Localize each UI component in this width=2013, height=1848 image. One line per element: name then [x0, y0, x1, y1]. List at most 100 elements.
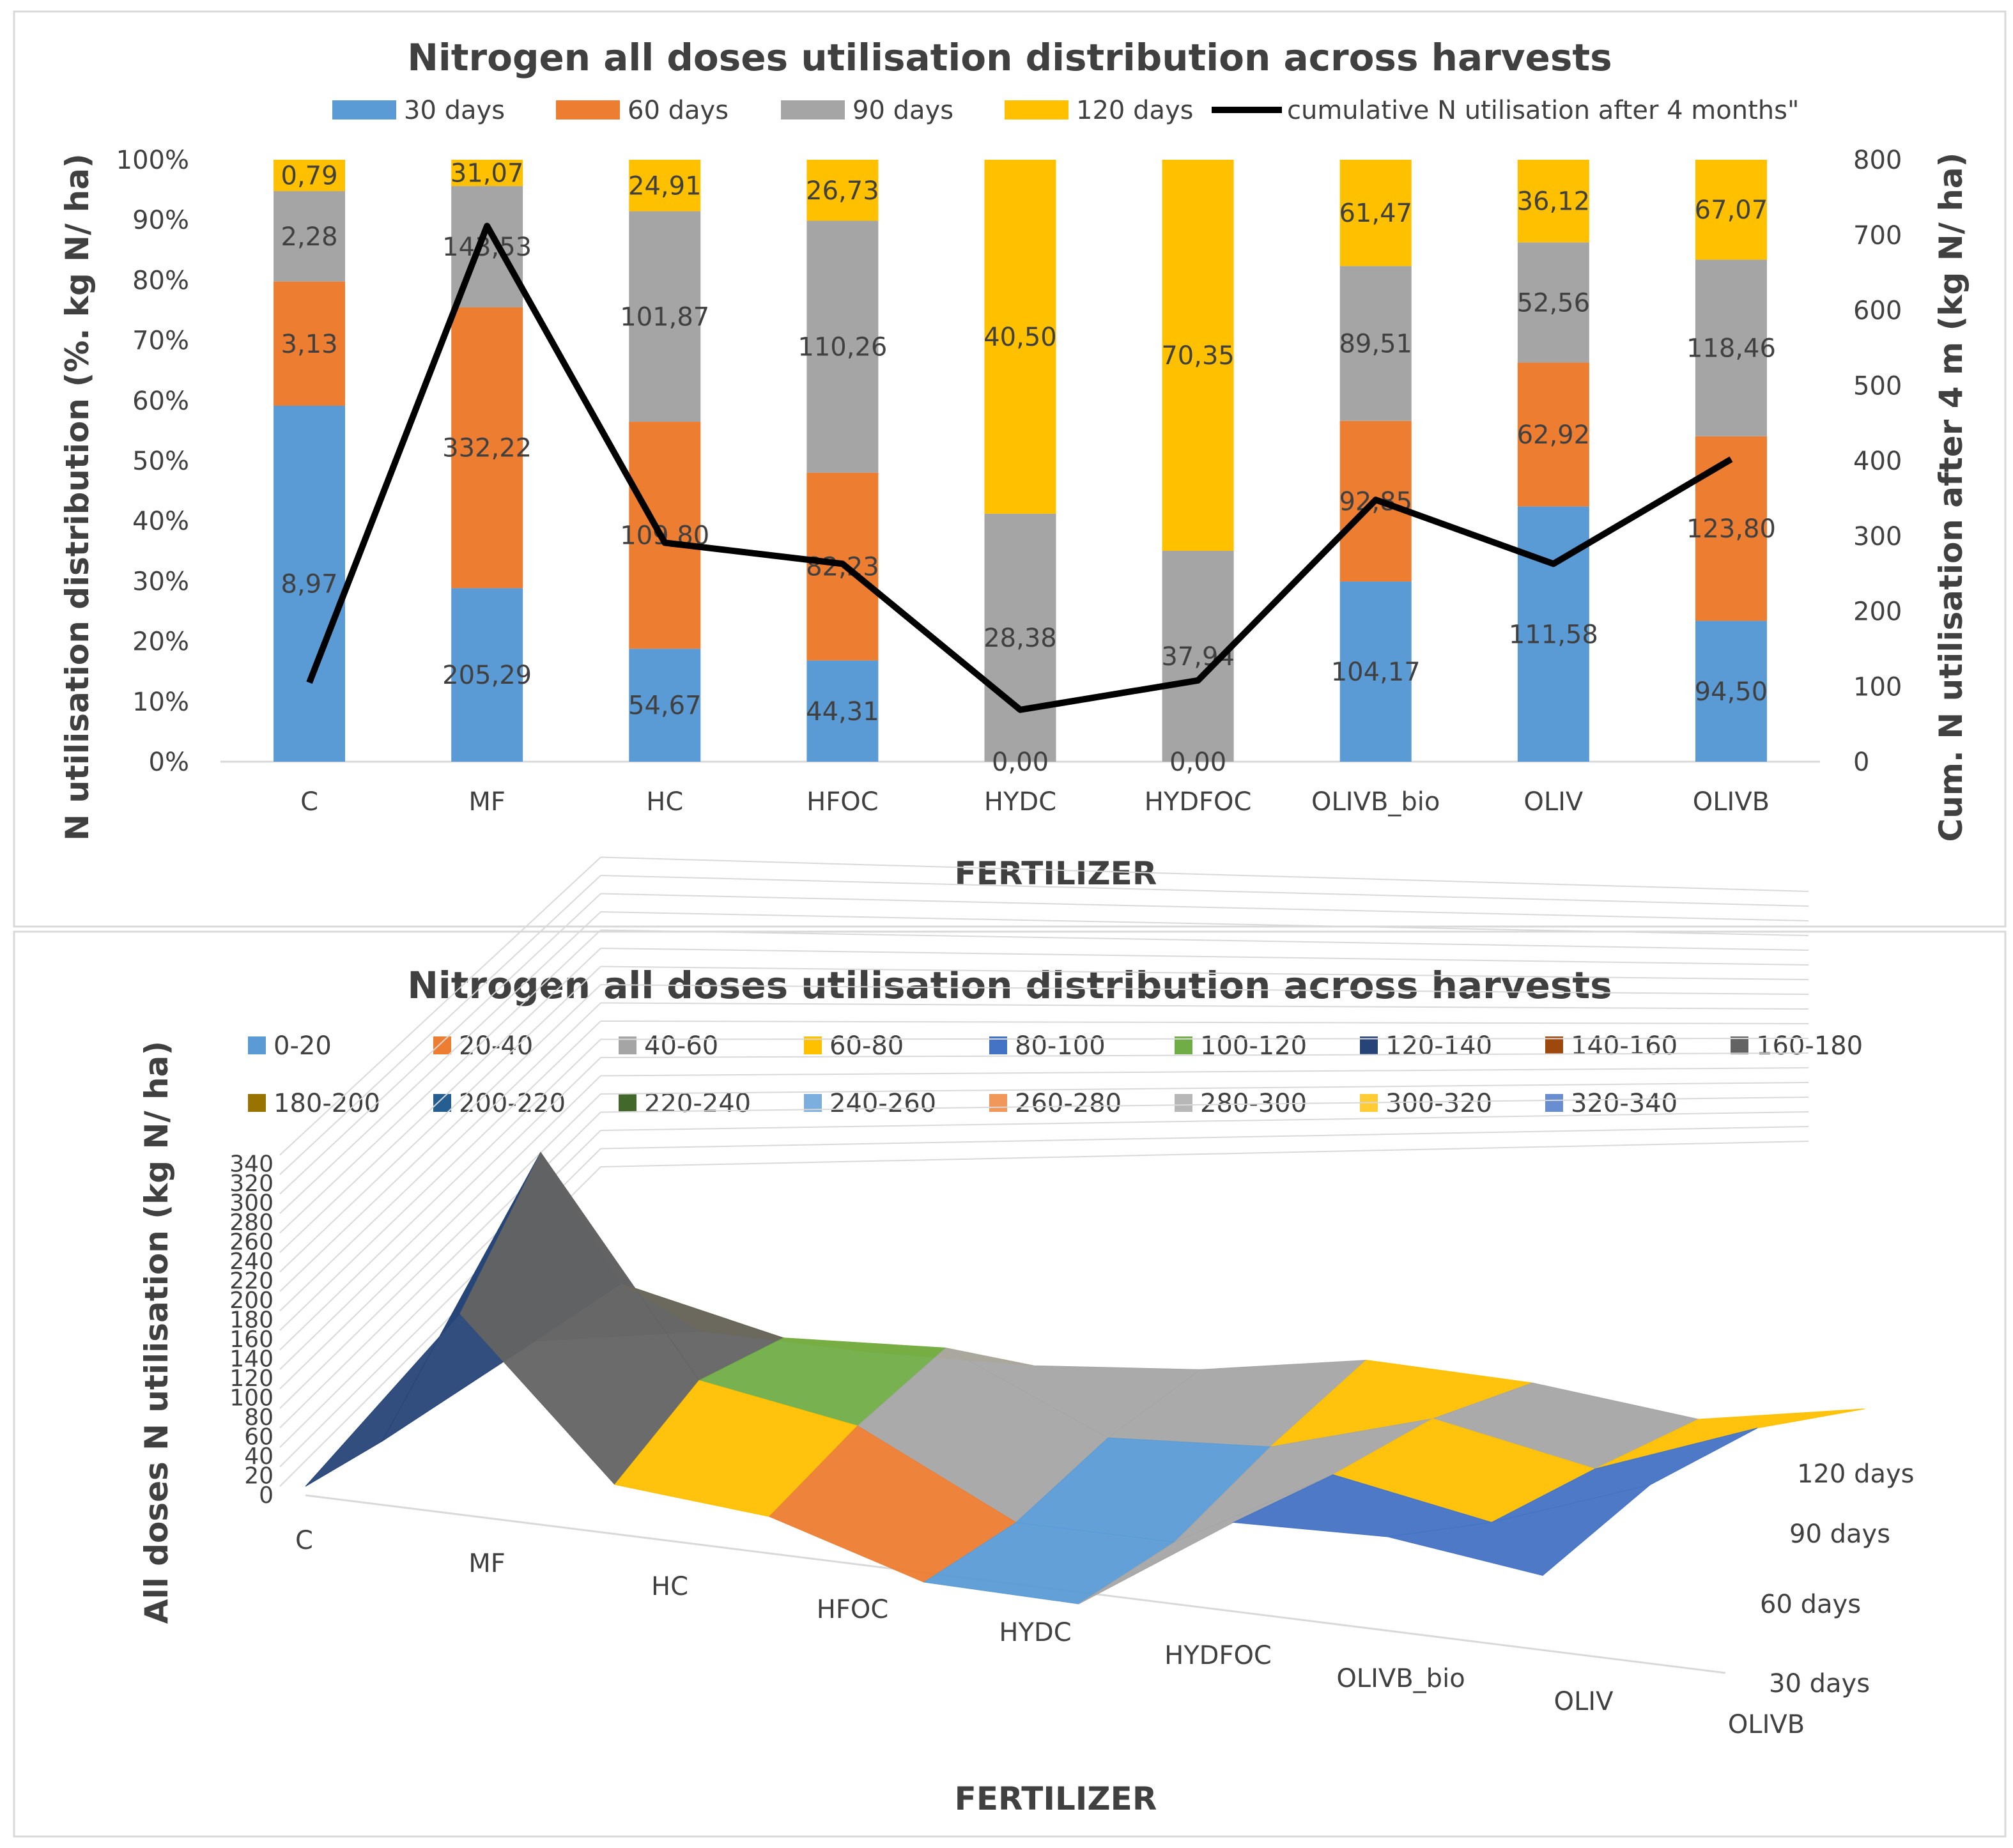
bar-data-label: 31,07 — [451, 159, 524, 189]
gridline — [600, 856, 1809, 892]
legend-swatch — [1360, 1036, 1378, 1054]
gridline — [600, 1111, 1809, 1131]
stacked-bar-chart: Nitrogen all doses utilisation distribut… — [59, 36, 1970, 892]
gridline — [600, 1126, 1809, 1150]
bar-segment — [451, 588, 523, 762]
legend-label: 30 days — [404, 96, 505, 125]
legend-label: 260-280 — [1015, 1089, 1122, 1118]
bar-data-label: 111,58 — [1509, 620, 1598, 649]
bar-data-label: 70,35 — [1161, 341, 1235, 371]
bottom-depth-axis-ticks: 30 days 60 days 90 days 120 days — [1760, 1459, 1914, 1698]
y-tick-label: 70% — [132, 327, 189, 356]
bar-data-label: 118,46 — [1686, 334, 1776, 364]
bar-segment — [274, 160, 346, 192]
x-tick-label: HYDC — [984, 787, 1056, 817]
bar-data-label: 101,87 — [620, 302, 709, 332]
x-tick-label: OLIVB — [1693, 787, 1770, 817]
bottom-gridlines — [279, 856, 1809, 1674]
bar-data-label: 61,47 — [1339, 199, 1412, 228]
gridline — [600, 1082, 1809, 1095]
bar-segment — [984, 513, 1056, 762]
y-tick-label: 90% — [132, 206, 189, 235]
bottom-z-axis-ticks: 0204060801001201401601802002202402602803… — [229, 1151, 274, 1509]
legend-swatch — [1175, 1094, 1192, 1112]
x-tick-label: HYDFOC — [1145, 787, 1252, 817]
gridline — [600, 1141, 1809, 1167]
legend-swatch — [433, 1036, 451, 1054]
x-tick-label: OLIVB_bio — [1336, 1664, 1465, 1693]
bar-segment — [1695, 160, 1767, 260]
x-tick-label: HYDFOC — [1164, 1641, 1272, 1670]
gridline — [279, 984, 601, 1292]
z-tick-label: 140 — [229, 1346, 274, 1373]
legend-label: 200-220 — [459, 1089, 566, 1118]
y-tick-label: 80% — [132, 266, 189, 295]
bar-data-label: 54,67 — [628, 691, 702, 721]
y2-tick-label: 600 — [1853, 296, 1902, 326]
legend-swatch — [1545, 1036, 1563, 1054]
y2-tick-label: 700 — [1853, 221, 1902, 250]
legend-swatch — [619, 1094, 636, 1112]
z-tick-label: 240 — [229, 1249, 274, 1275]
legend-swatch — [556, 100, 620, 119]
legend-swatch — [332, 100, 396, 119]
y-tick-label: 30% — [132, 567, 189, 596]
top-y-axis-ticks: 0% 10% 20% 30% 40% 50% 60% 70% 80% 90% 100% — [116, 146, 189, 777]
gridline — [600, 1052, 1809, 1058]
cumulative-line — [306, 222, 1733, 713]
x-tick-label: HC — [651, 1572, 688, 1601]
bar-segment — [1339, 581, 1412, 762]
bar-data-label: 332,22 — [442, 434, 532, 463]
bar-data-label: 8,97 — [281, 569, 338, 599]
z-tick-label: 300 — [229, 1190, 274, 1217]
legend-label: 160-180 — [1756, 1031, 1863, 1061]
z-tick-label: 0 — [259, 1482, 274, 1509]
bar-segment — [1695, 436, 1767, 621]
top-legend: 30 days 60 days 90 days 120 days cumulative … — [332, 96, 1799, 125]
gridline — [600, 911, 1809, 936]
x-tick-label: OLIV — [1523, 787, 1584, 817]
x-tick-label: HFOC — [817, 1595, 889, 1624]
bar-segment — [629, 649, 701, 762]
bar-segment — [1517, 160, 1589, 243]
z-tick-label: 340 — [229, 1151, 274, 1178]
x-tick-label: HYDC — [999, 1618, 1071, 1647]
top-y2-axis-title: Cum. N utilisation after 4 m (kg N/ ha) — [1932, 153, 1970, 842]
gridline — [279, 1075, 601, 1390]
legend-label: 140-160 — [1571, 1031, 1678, 1061]
bar-segment — [451, 160, 523, 187]
y-tick-label: 20% — [132, 628, 189, 657]
bottom-y-axis-title: All doses N utilisation (kg N/ ha) — [138, 1041, 175, 1624]
legend-swatch — [1005, 100, 1068, 119]
bar-data-label: 89,51 — [1339, 330, 1412, 359]
gridline — [600, 1097, 1809, 1113]
legend-label: 40-60 — [644, 1031, 718, 1061]
y-tick-label: 40% — [132, 507, 189, 536]
bar-data-label: 110,26 — [798, 333, 887, 362]
x-tick-label: MF — [468, 787, 505, 817]
bar-segment — [274, 405, 346, 762]
legend-label: 100-120 — [1200, 1031, 1307, 1061]
bar-data-label: 62,92 — [1517, 420, 1591, 450]
legend-label: 300-320 — [1385, 1089, 1492, 1118]
gridline — [279, 1057, 601, 1370]
bar-data-label: 2,28 — [281, 222, 338, 252]
bar-segment — [1339, 160, 1412, 266]
legend-label: 120-140 — [1385, 1031, 1492, 1061]
bar-data-label: 143,53 — [442, 233, 532, 262]
legend-label: 320-340 — [1571, 1089, 1678, 1118]
gridline — [600, 984, 1809, 995]
z-tick-label: 180 — [229, 1307, 274, 1334]
bar-segment — [1162, 160, 1234, 551]
gridline — [279, 1002, 601, 1312]
bar-data-label: 205,29 — [442, 661, 532, 690]
gridline — [279, 856, 601, 1156]
bar-segment — [1695, 620, 1767, 762]
y-tick-label: 100% — [116, 146, 189, 175]
legend-swatch — [248, 1036, 266, 1054]
bar-data-label: 40,50 — [983, 323, 1057, 352]
y2-tick-label: 100 — [1853, 672, 1902, 702]
surface-bands — [305, 1151, 1865, 1605]
bar-segment — [1339, 266, 1412, 421]
bar-data-label: 0,00 — [1169, 748, 1226, 777]
